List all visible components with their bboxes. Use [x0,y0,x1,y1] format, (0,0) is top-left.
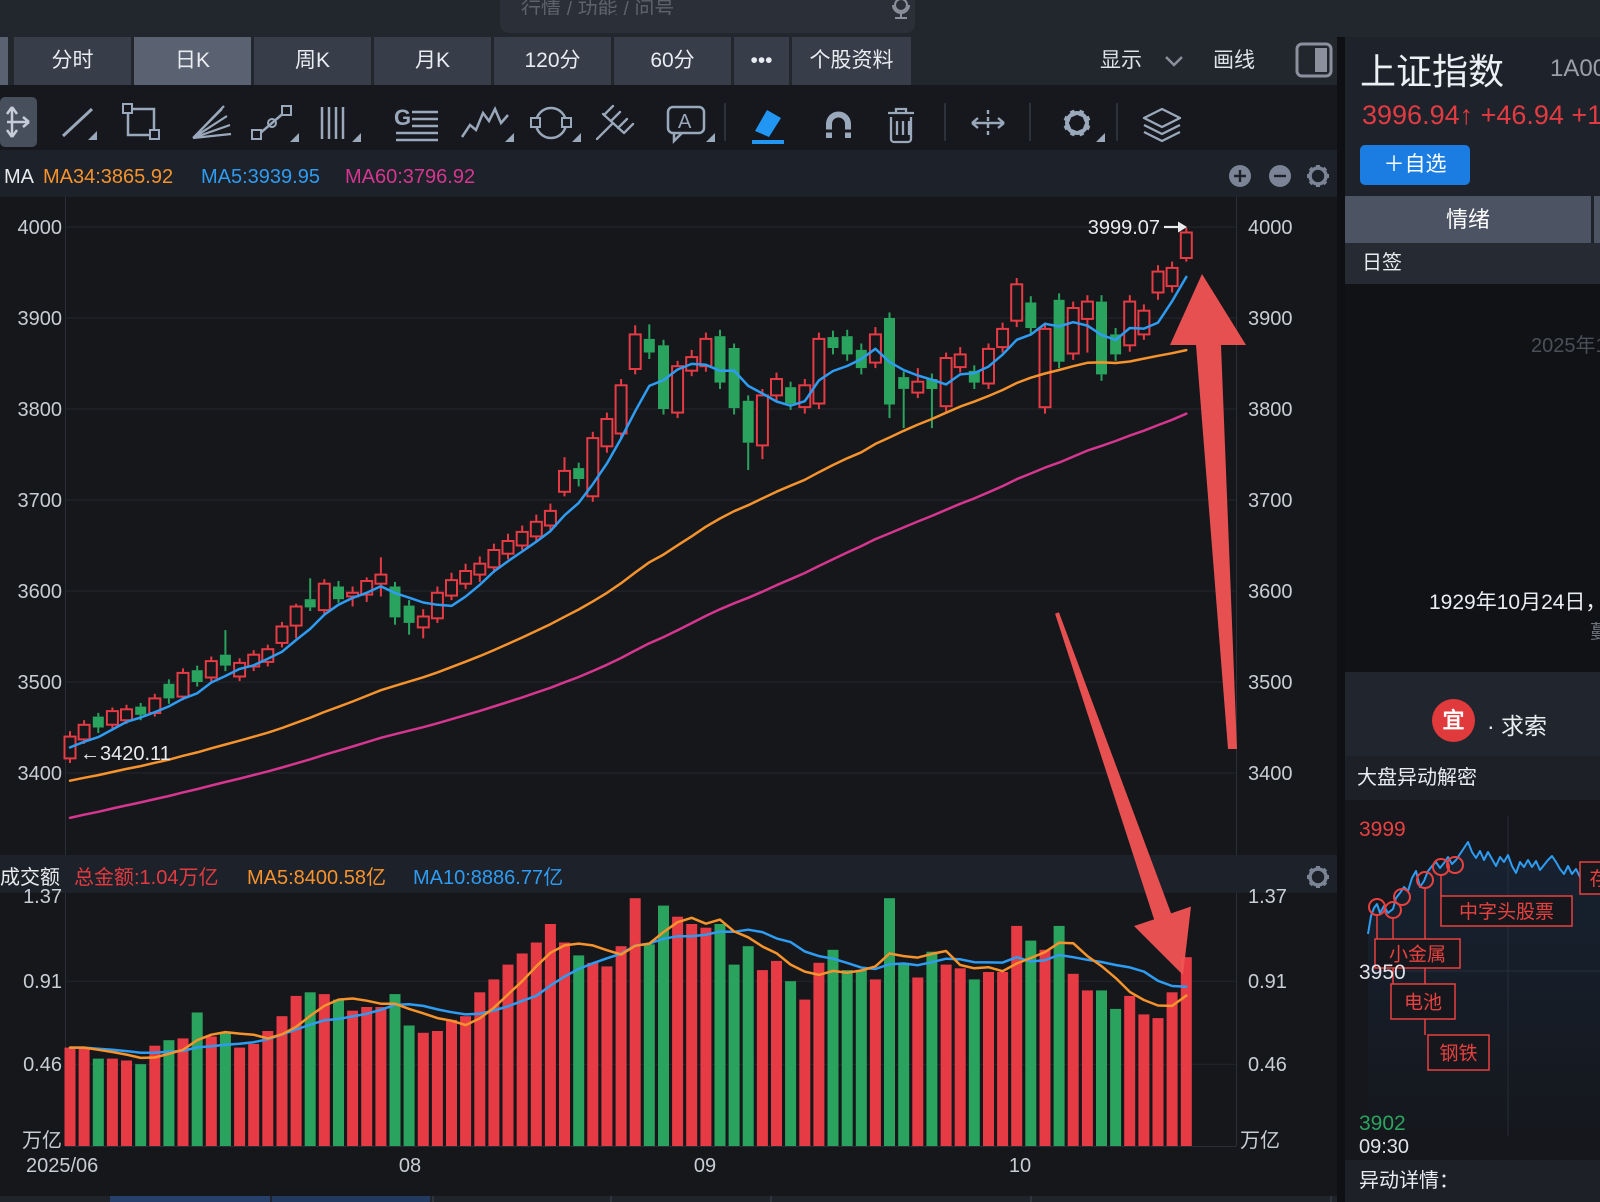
svg-text:3700: 3700 [18,490,63,512]
svg-text:MA: MA [4,166,35,188]
svg-text:3400: 3400 [18,763,63,785]
svg-text:08: 08 [399,1155,421,1177]
svg-text:3700: 3700 [1248,490,1293,512]
svg-text:←3420.11: ←3420.11 [80,743,171,765]
svg-text:存: 存 [1589,868,1600,890]
svg-text:万亿: 万亿 [1240,1129,1280,1152]
svg-text:10: 10 [1009,1155,1031,1177]
svg-text:3900: 3900 [18,308,63,330]
svg-text:4000: 4000 [1248,217,1293,239]
svg-text:0.46: 0.46 [23,1054,62,1076]
svg-text:3600: 3600 [18,581,63,603]
svg-text:1.37: 1.37 [1248,886,1287,908]
svg-text:G: G [394,105,411,130]
svg-text:MA10:8886.77亿: MA10:8886.77亿 [413,866,563,889]
svg-text:A: A [678,111,692,133]
svg-text:3800: 3800 [1248,399,1293,421]
svg-text:MA60:3796.92: MA60:3796.92 [345,166,475,188]
svg-text:3950: 3950 [1359,961,1406,984]
svg-text:0.91: 0.91 [23,971,62,993]
svg-text:MA34:3865.92: MA34:3865.92 [43,166,173,188]
svg-text:09:30: 09:30 [1359,1136,1409,1158]
svg-text:3900: 3900 [1248,308,1293,330]
svg-text:3500: 3500 [1248,672,1293,694]
svg-text:2025/06: 2025/06 [26,1155,98,1177]
svg-text:3999.07: 3999.07 [1088,217,1160,239]
svg-text:1.37: 1.37 [23,886,62,908]
svg-text:总金额:1.04万亿: 总金额:1.04万亿 [74,866,218,889]
svg-text:电池: 电池 [1404,992,1442,1014]
svg-text:0.91: 0.91 [1248,971,1287,993]
svg-text:3800: 3800 [18,399,63,421]
svg-text:09: 09 [694,1155,716,1177]
svg-text:3902: 3902 [1359,1112,1406,1135]
svg-text:0.46: 0.46 [1248,1054,1287,1076]
svg-text:万亿: 万亿 [22,1129,62,1152]
svg-text:钢铁: 钢铁 [1439,1043,1477,1065]
svg-text:MA5:3939.95: MA5:3939.95 [201,166,320,188]
svg-text:中字头股票: 中字头股票 [1459,901,1554,923]
svg-text:3600: 3600 [1248,581,1293,603]
svg-text:4000: 4000 [18,217,63,239]
svg-text:小金属: 小金属 [1389,944,1446,966]
svg-text:3400: 3400 [1248,763,1293,785]
svg-text:3999: 3999 [1359,818,1406,841]
svg-text:3500: 3500 [18,672,63,694]
svg-text:MA5:8400.58亿: MA5:8400.58亿 [247,866,386,889]
svg-text:成交额: 成交额 [0,866,60,889]
